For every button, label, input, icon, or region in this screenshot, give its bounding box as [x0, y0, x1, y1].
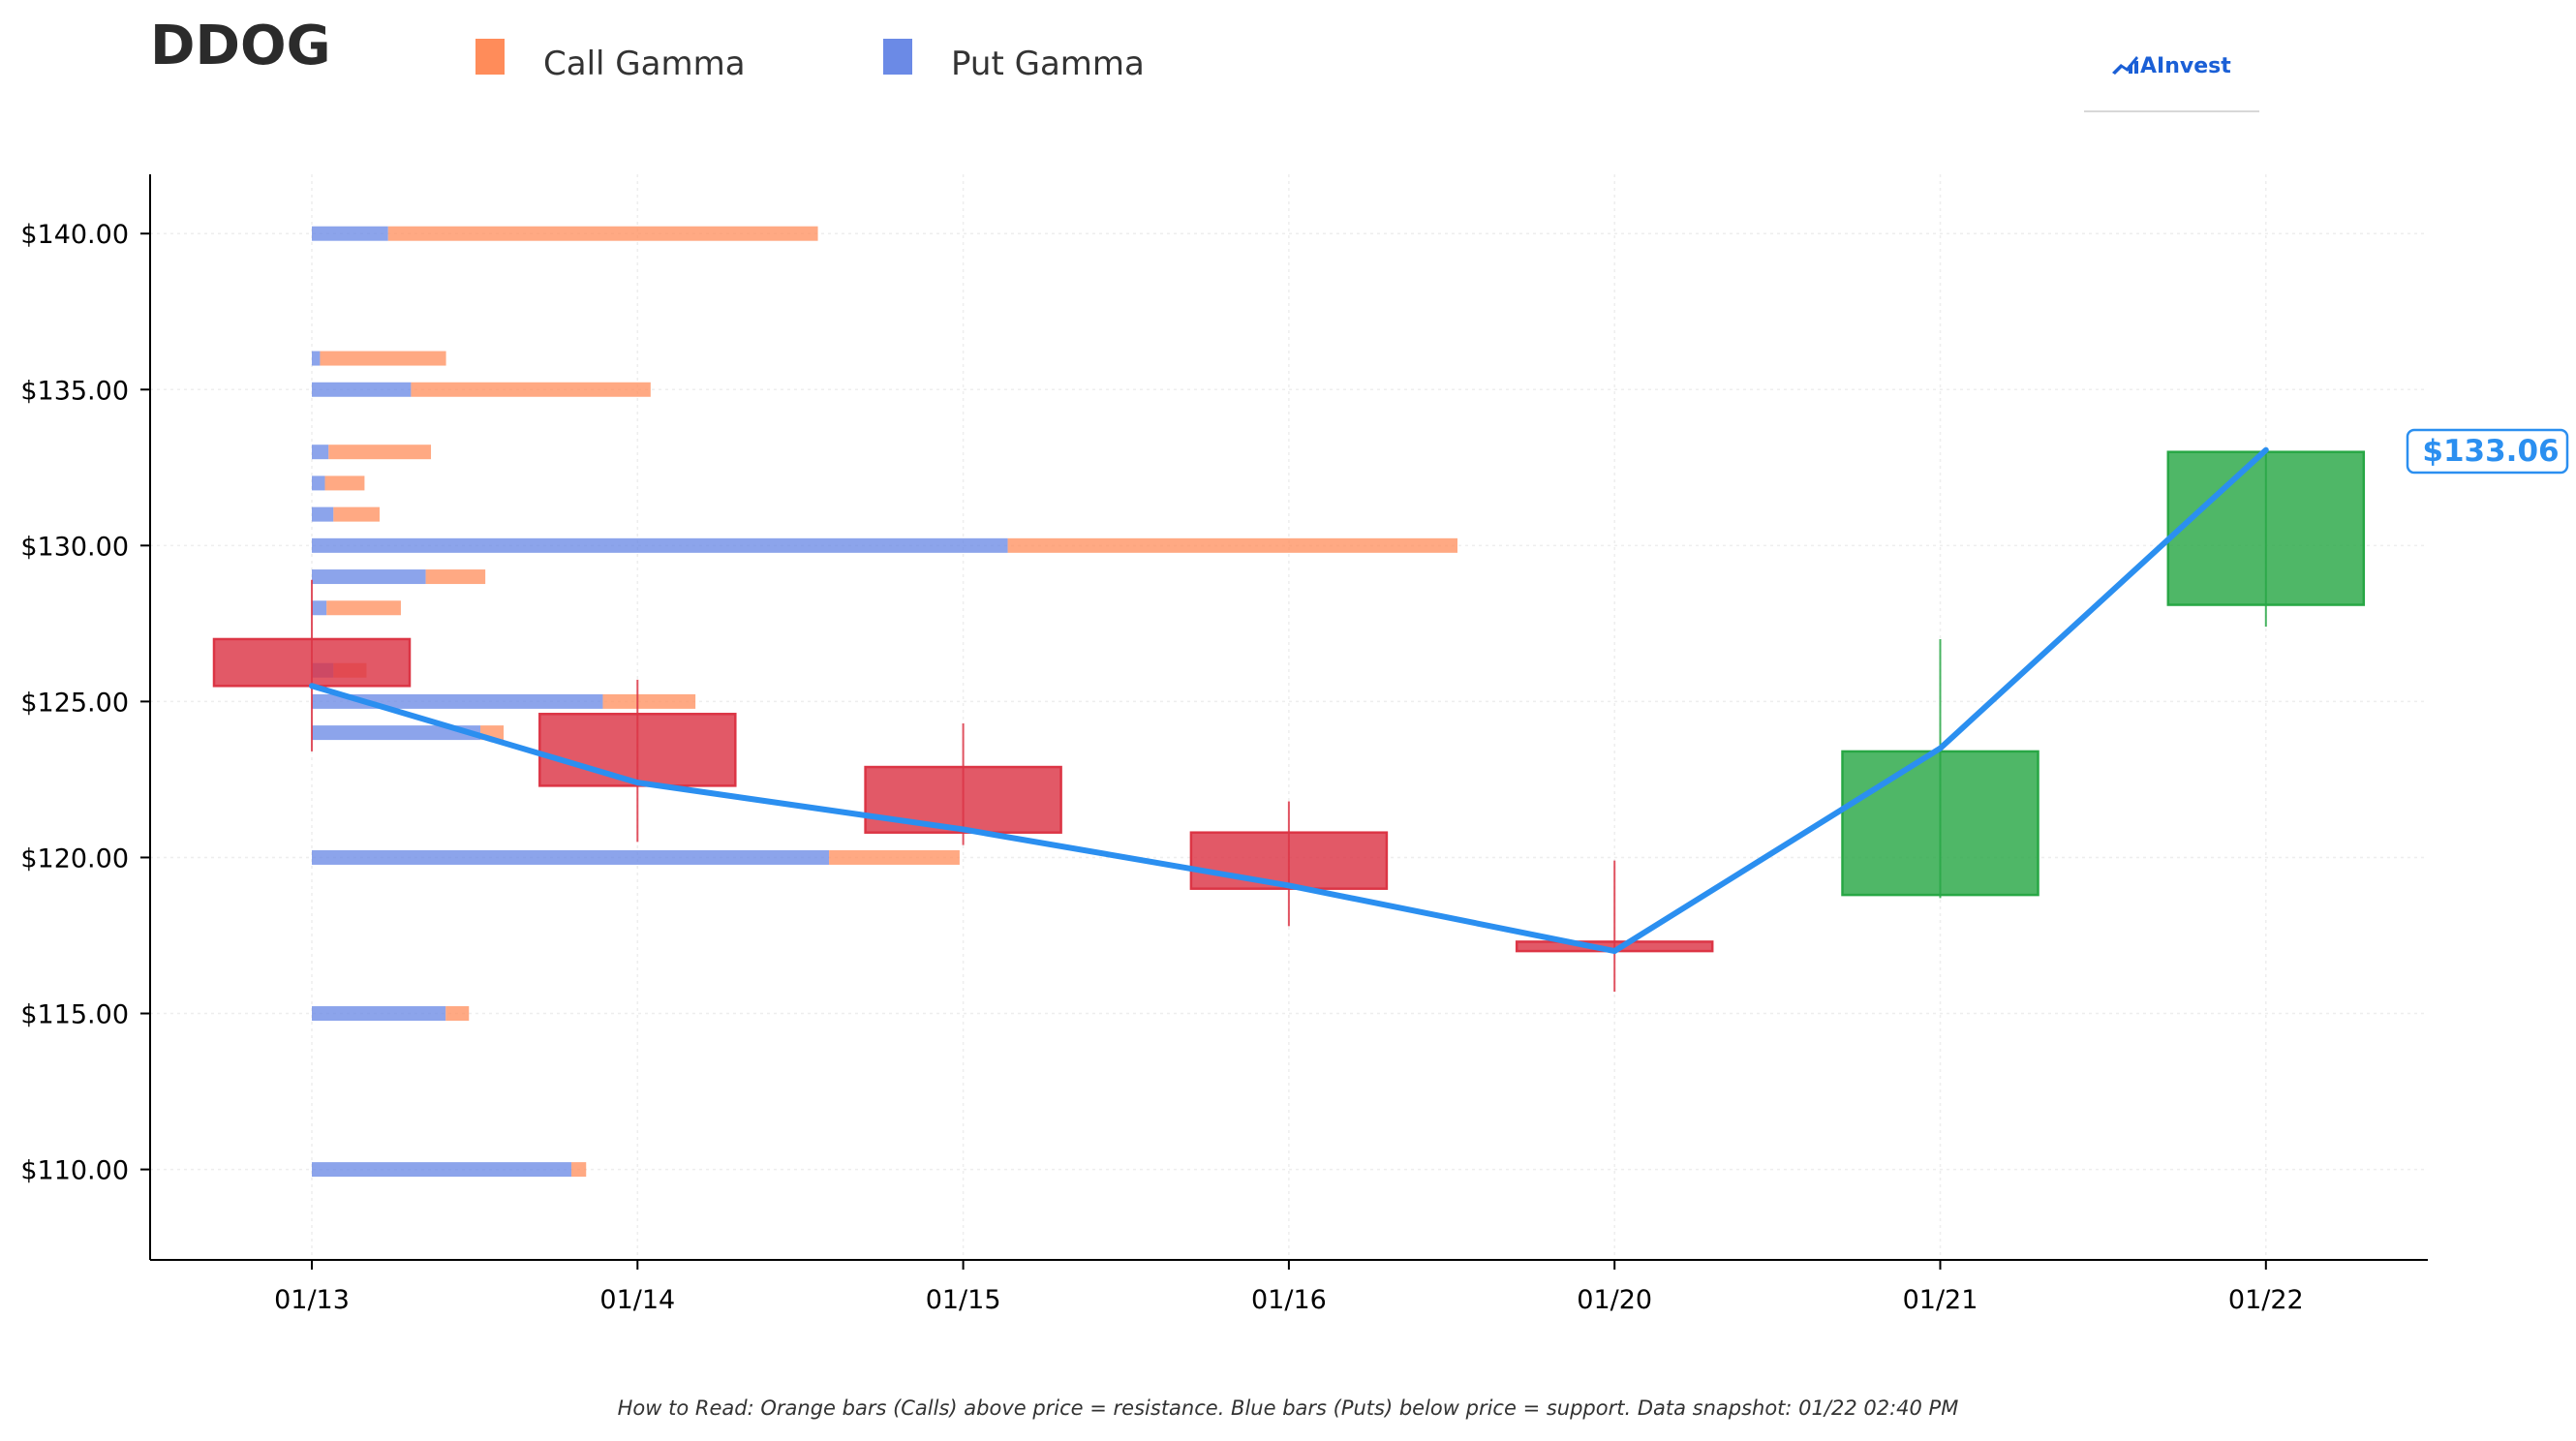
legend: Call Gamma Put Gamma — [475, 39, 1145, 83]
call-gamma-bar — [602, 693, 696, 709]
call-gamma-bar — [829, 849, 960, 865]
candle-body — [864, 765, 1062, 834]
put-gamma-bar — [312, 725, 481, 741]
put-gamma-bar — [312, 569, 426, 585]
x-tick-label: 01/14 — [599, 1285, 675, 1315]
candle-body — [1841, 750, 2039, 897]
brand-bar-2 — [2134, 61, 2138, 74]
grid — [150, 174, 2428, 1260]
brand-name: AInvest — [2140, 54, 2231, 78]
current-price-badge: $133.06 — [2406, 428, 2569, 475]
brand-chart-icon — [2112, 56, 2138, 75]
legend-call-label: Call Gamma — [543, 45, 746, 83]
call-gamma-bar — [1007, 537, 1457, 553]
put-gamma-bar — [312, 849, 830, 865]
y-tick-label: $115.00 — [20, 1000, 129, 1030]
legend-put-swatch — [883, 39, 912, 75]
x-tick-label: 01/22 — [2228, 1285, 2304, 1315]
current-price-box — [2406, 428, 2569, 475]
legend-put-label: Put Gamma — [951, 45, 1145, 83]
put-gamma-bar — [312, 475, 325, 491]
candle-body — [538, 713, 737, 787]
call-gamma-bar — [387, 226, 818, 241]
y-tick-label: $130.00 — [20, 532, 129, 562]
brand-bar-1 — [2129, 65, 2132, 74]
put-gamma-bar — [312, 382, 412, 397]
put-gamma-bar — [312, 1006, 446, 1022]
put-gamma-bar — [312, 351, 321, 366]
axes: $110.00 $115.00 $120.00 $125.00 $130.00 $135.… — [20, 174, 2428, 1315]
call-gamma-bar — [326, 600, 401, 616]
y-tick-label: $125.00 — [20, 688, 129, 718]
put-gamma-bar — [312, 506, 334, 522]
call-gamma-bar — [425, 569, 486, 585]
x-tick-label: 01/15 — [926, 1285, 1001, 1315]
y-tick-label: $110.00 — [20, 1156, 129, 1186]
candle-body — [2166, 450, 2366, 606]
x-tick-label: 01/21 — [1903, 1285, 1978, 1315]
footnote: How to Read: Orange bars (Calls) above p… — [618, 1396, 1959, 1420]
legend-call-swatch — [475, 39, 505, 75]
close-line — [309, 446, 2269, 955]
x-tick-label: 01/20 — [1577, 1285, 1652, 1315]
call-gamma-bar — [571, 1162, 587, 1178]
current-price-label: $133.06 — [2422, 434, 2559, 469]
call-gamma-bar — [445, 1006, 470, 1022]
brand-logo: AInvest — [2084, 54, 2259, 112]
call-gamma-bar — [333, 506, 380, 522]
put-gamma-bar — [312, 445, 329, 460]
put-gamma-bar — [312, 1162, 572, 1178]
x-tick-label: 01/13 — [274, 1285, 350, 1315]
call-gamma-bar — [411, 382, 651, 397]
y-tick-label: $135.00 — [20, 376, 129, 406]
candle-body — [212, 637, 412, 688]
gamma-bars — [312, 226, 1457, 1178]
y-tick-label: $140.00 — [20, 220, 129, 250]
put-gamma-bar — [312, 600, 327, 616]
call-gamma-bar — [328, 445, 432, 460]
candle-body — [1189, 831, 1389, 890]
y-tick-label: $120.00 — [20, 843, 129, 874]
put-gamma-bar — [312, 226, 388, 241]
x-tick-label: 01/16 — [1251, 1285, 1327, 1315]
call-gamma-bar — [324, 475, 365, 491]
call-gamma-bar — [320, 351, 446, 366]
chart-title: DDOG — [150, 15, 331, 77]
put-gamma-bar — [312, 537, 1008, 553]
candlesticks — [212, 448, 2366, 992]
close-price-line — [309, 446, 2269, 955]
